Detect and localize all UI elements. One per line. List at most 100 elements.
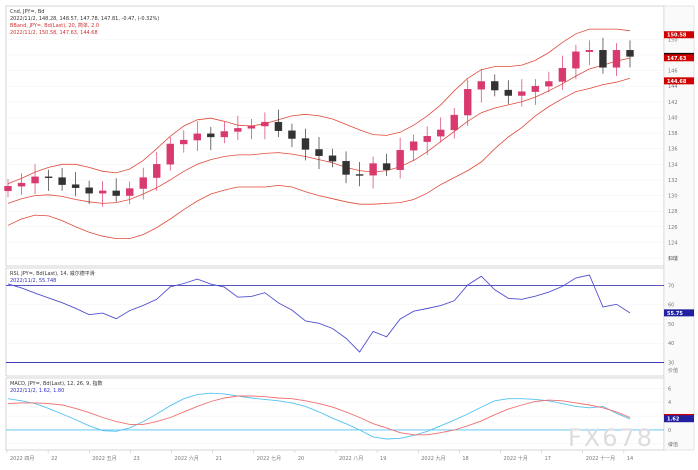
candle-body: [545, 81, 553, 87]
rsi-tick-label: 30: [668, 360, 674, 366]
price-tick-label: 128: [668, 209, 678, 215]
price-tick-label: 130: [668, 194, 678, 200]
candle: [247, 118, 256, 140]
x-tick-label: 2022 六月: [175, 455, 199, 462]
x-tick-label: 19: [380, 456, 386, 462]
candle-body: [369, 163, 377, 176]
candle: [112, 178, 120, 202]
candle: [44, 169, 53, 191]
price-tick-label: 132: [668, 178, 678, 184]
candle: [612, 43, 621, 76]
candle: [464, 79, 472, 127]
candle: [409, 134, 418, 162]
x-tick-label: 2022 十一月: [586, 455, 615, 462]
macd-legend-title: MACD, JPY=, Bd(Last), 12, 26, 9, 指数: [10, 380, 103, 387]
candle: [599, 37, 607, 74]
candle-body: [464, 89, 472, 116]
x-tick-label: 2022 五月: [92, 456, 116, 462]
price-panel: [5, 5, 665, 267]
candle: [585, 40, 594, 66]
candle-body: [44, 176, 53, 179]
candle-body: [31, 176, 39, 184]
macd-tag-label: 1.62: [667, 417, 680, 423]
candle-body: [180, 139, 188, 145]
candle-body: [626, 50, 634, 57]
candle: [301, 128, 310, 161]
x-tick-label: 2022 四月: [10, 456, 34, 462]
candle: [436, 117, 445, 143]
x-tick-label: 23: [133, 456, 139, 462]
rsi-legend-title: RSI, JPY=, Bd(Last), 14, 威尔德平滑: [10, 270, 95, 277]
macd-tick-label: -2: [668, 442, 673, 448]
rsi-tag-label: 55.75: [667, 311, 683, 317]
rsi-tick-label: 70: [668, 283, 674, 289]
price-tick-label: 138: [668, 131, 678, 137]
candle: [315, 136, 323, 169]
candle-body: [518, 91, 526, 96]
candle: [518, 79, 526, 107]
x-tick-label: 18: [462, 456, 468, 462]
x-tick-label: 17: [545, 456, 551, 462]
candle: [342, 151, 350, 184]
candle-body: [409, 141, 418, 151]
rsi-tick-label: 60: [668, 303, 674, 309]
price-legend-ohlc: 2022/11/2, 148.28, 148.57, 147.78, 147.8…: [10, 16, 159, 22]
candle-body: [328, 155, 337, 162]
candle: [166, 136, 174, 171]
candle: [180, 130, 188, 153]
candle: [545, 71, 553, 93]
price-tick-label: 122: [668, 256, 678, 262]
price-tick-label: 140: [668, 115, 678, 121]
candle-body: [450, 114, 458, 131]
x-tick-label: 22: [51, 456, 57, 462]
watermark: FX678: [568, 424, 654, 452]
candle: [220, 121, 229, 144]
candle-body: [274, 121, 283, 131]
candle: [355, 161, 364, 187]
candle-body: [504, 89, 513, 96]
candle: [58, 167, 66, 191]
candle-body: [153, 164, 161, 178]
candle-body: [4, 185, 12, 192]
macd-macd-line: [7, 392, 631, 440]
price-tag: [664, 77, 694, 85]
macd-panel: [5, 377, 665, 451]
candle-body: [112, 190, 120, 196]
candle-body: [125, 188, 134, 196]
candle: [477, 68, 485, 103]
candle-body: [17, 182, 26, 187]
macd-tick-label: 6: [668, 386, 671, 392]
candle-body: [85, 187, 93, 194]
macd-legend-value: 2022/11/2, 1.62, 1.80: [10, 388, 64, 394]
candle-body: [71, 184, 80, 188]
candle-body: [193, 133, 202, 141]
candle: [261, 112, 269, 140]
macd-tick-label: 4: [668, 400, 671, 406]
x-tick-label: 21: [216, 456, 222, 462]
candle-body: [247, 125, 256, 129]
candle: [504, 80, 513, 105]
candle-body: [355, 174, 364, 176]
candle: [396, 137, 404, 179]
candle: [234, 115, 242, 141]
candle: [531, 79, 540, 105]
candle: [288, 123, 296, 148]
bband-lower-line: [7, 77, 631, 240]
bband-upper-line: [7, 28, 631, 185]
macd-axis-unit: 价值: [668, 441, 678, 448]
candle-body: [301, 138, 310, 150]
candle-body: [98, 190, 107, 194]
candle: [328, 148, 337, 168]
candle-body: [585, 50, 594, 52]
candle-body: [315, 149, 323, 156]
candle-body: [220, 131, 229, 138]
rsi-tag: [664, 309, 694, 317]
rsi-axis-unit: 价值: [668, 367, 678, 374]
candle-body: [436, 129, 445, 137]
candle: [450, 108, 458, 139]
candle: [382, 153, 391, 177]
macd-tick-label: 0: [668, 428, 671, 434]
candle: [31, 164, 39, 195]
candle: [125, 181, 134, 205]
x-tick-label: 20: [298, 456, 304, 462]
